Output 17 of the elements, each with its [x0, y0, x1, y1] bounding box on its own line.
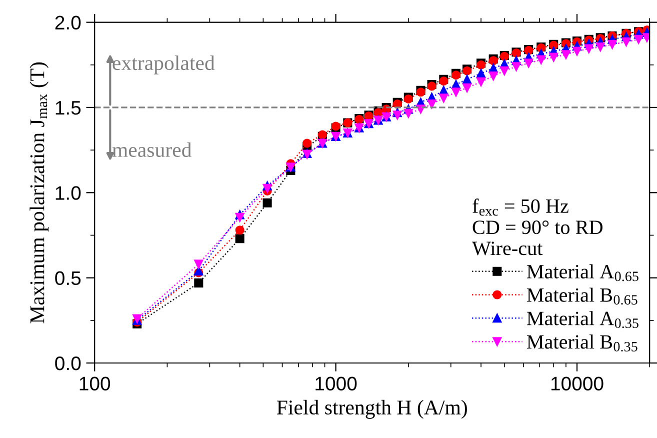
- y-tick-label: 0.5: [55, 271, 81, 286]
- legend-label: Material A$_{0.35}$: [526, 311, 638, 328]
- y-tick-label: 2.0: [55, 16, 81, 30]
- legend-label: Material B$_{0.65}$: [526, 288, 638, 305]
- x-tick-label: 1000: [316, 376, 357, 390]
- x-axis-title: Field strength H (A/m): [276, 400, 467, 419]
- y-tick-label: 0.0: [55, 356, 81, 370]
- legend-label: Material A$_{0.65}$: [526, 264, 638, 282]
- y-tick-label: 1.5: [56, 101, 81, 115]
- legend-title: f$_{exc}$ = 50 Hz CD = 90° to RD Wire-cut: [472, 198, 602, 256]
- legend-label: Material B$_{0.35}$: [526, 334, 638, 352]
- annotation: measured: [112, 142, 192, 157]
- annotation: extrapolated: [112, 55, 215, 74]
- x-tick-label: 100: [80, 376, 110, 390]
- y-axis-title: Maximum polarization J$_{max}$ (T): [30, 62, 49, 324]
- x-tick-label: 10000: [551, 376, 604, 390]
- y-tick-label: 1.0: [56, 186, 81, 200]
